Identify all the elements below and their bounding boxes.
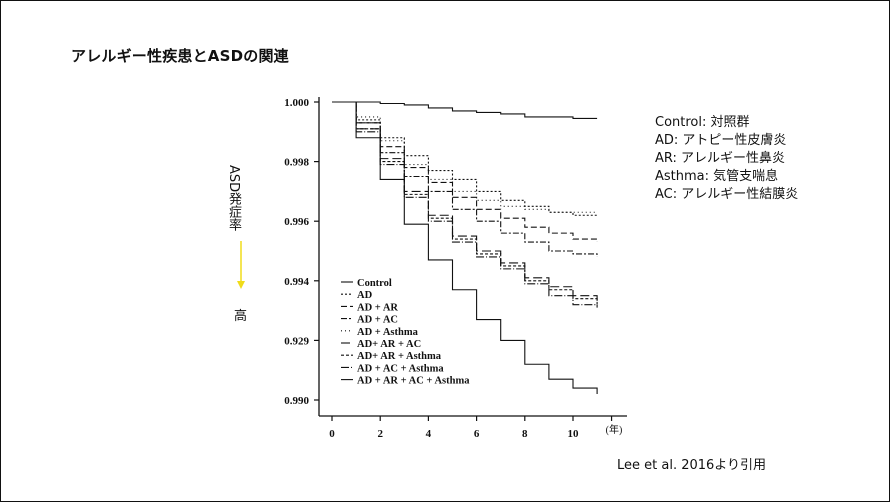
y-tick-label: 0.990 <box>284 395 309 407</box>
legend-label: AD+ AR + Asthma <box>357 351 442 362</box>
x-axis-unit: (年) <box>606 423 623 436</box>
series-curve <box>332 101 598 216</box>
legend-label: AD + Asthma <box>357 327 419 338</box>
y-tick-label: 1.000 <box>284 97 309 109</box>
series-curve <box>332 101 598 395</box>
series-curve <box>332 101 598 305</box>
y-tick-label: 0.929 <box>284 335 309 347</box>
legend-label: AD + AC + Asthma <box>357 363 444 374</box>
abbreviation-ar: AR: アレルギー性鼻炎 <box>655 151 786 166</box>
x-tick-label: 6 <box>474 428 480 440</box>
abbreviation-ad: AD: アトピー性皮膚炎 <box>655 133 787 148</box>
abbreviation-control: Control: 対照群 <box>655 115 750 130</box>
down-arrow-icon <box>237 241 245 289</box>
y-tick-label: 0.998 <box>284 157 309 169</box>
citation: Lee et al. 2016より引用 <box>617 458 767 473</box>
legend-label: AD + AC <box>357 315 398 326</box>
abbreviation-key: Control: 対照群 AD: アトピー性皮膚炎 AR: アレルギー性鼻炎 A… <box>655 114 798 204</box>
legend-label: AD + AR + AC + Asthma <box>357 376 470 387</box>
y-axis-descriptor: ASD発症率 <box>226 165 241 232</box>
slide-title: アレルギー性疾患とASDの関連 <box>71 47 289 65</box>
legend-label: AD + AR <box>357 302 398 313</box>
legend-label: AD <box>357 290 373 301</box>
abbreviation-ac: AC: アレルギー性結膜炎 <box>655 187 799 202</box>
x-tick-label: 10 <box>568 428 580 440</box>
y-tick-label: 0.996 <box>284 216 309 228</box>
series-curve <box>332 101 598 119</box>
legend-label: Control <box>357 278 392 289</box>
legend-label: AD+ AR + AC <box>357 339 421 350</box>
y-axis-high-label: 高 <box>234 309 248 324</box>
series-curve <box>332 101 598 308</box>
x-tick-label: 2 <box>377 428 383 440</box>
x-tick-label: 0 <box>329 428 335 440</box>
series-curve <box>332 101 598 213</box>
series-curve <box>332 101 598 257</box>
abbreviation-asthma: Asthma: 気管支喘息 <box>655 169 779 184</box>
x-tick-label: 8 <box>522 428 528 440</box>
x-tick-label: 4 <box>426 428 432 440</box>
y-tick-label: 0.994 <box>284 276 309 288</box>
